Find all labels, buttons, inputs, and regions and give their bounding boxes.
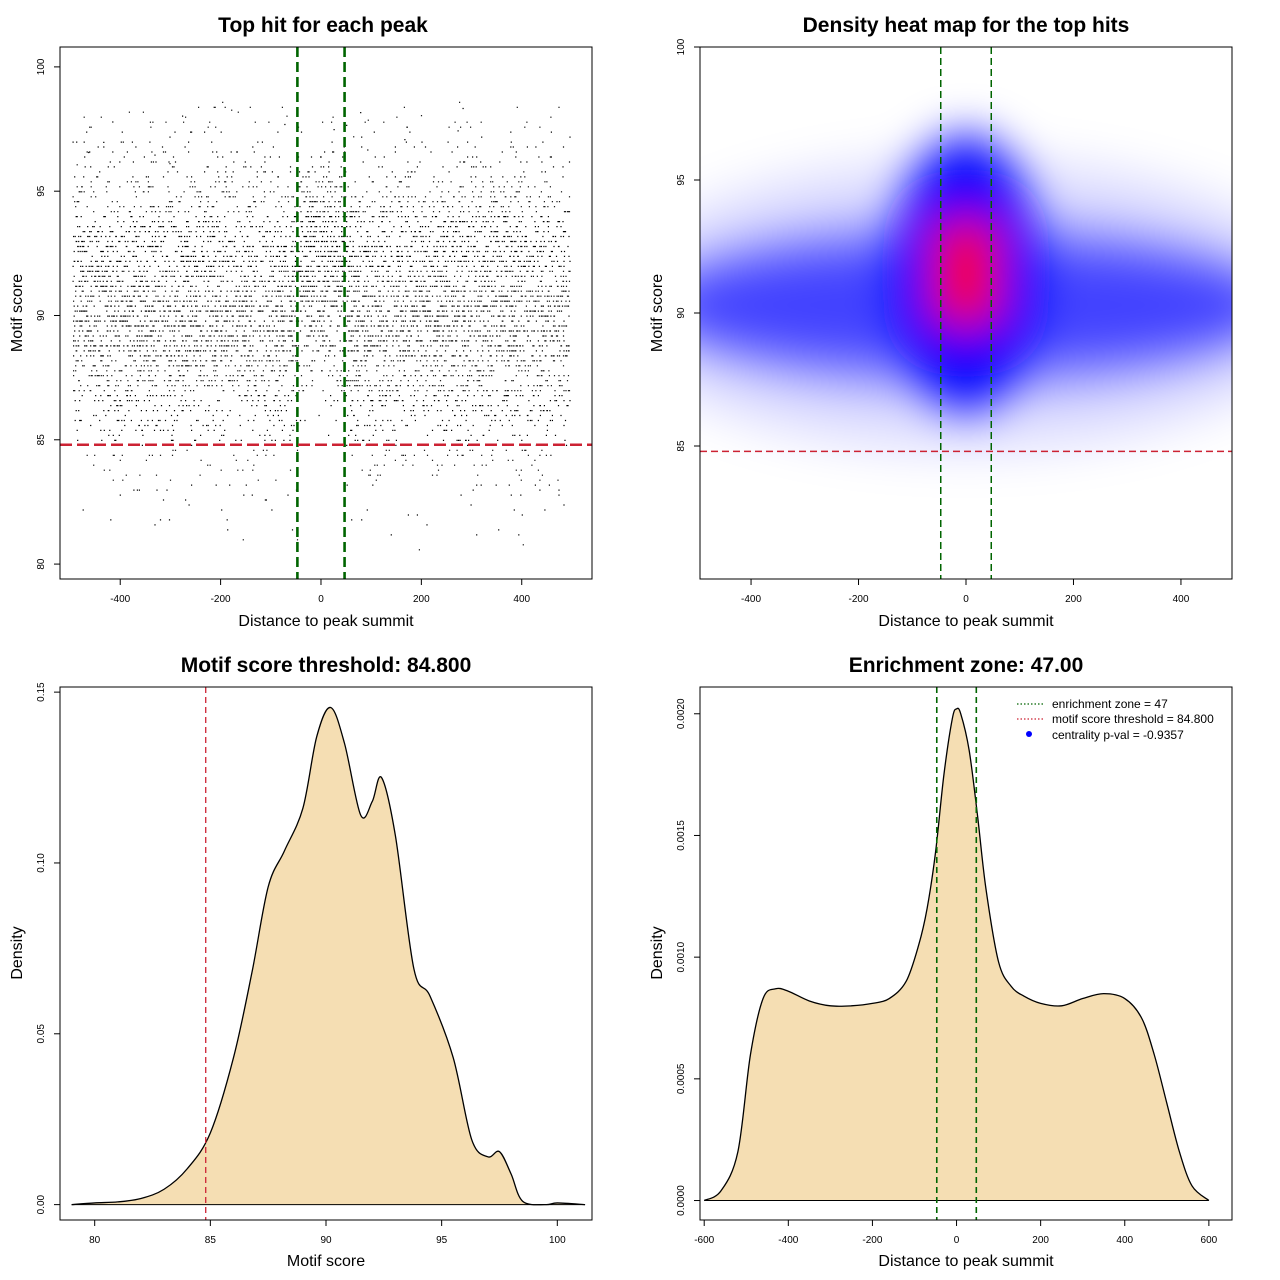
panel-scatter: Top hit for each peak -400 -200 0 200 400 80…	[9, 14, 593, 630]
distance-density-zone-lines	[935, 687, 978, 1220]
heatmap-x-tick-label: 200	[1065, 594, 1082, 605]
heatmap-y-label: Motif score	[649, 274, 666, 352]
legend-label-threshold: motif score threshold = 84.800	[1052, 712, 1214, 726]
heatmap-x-label: Distance to peak summit	[878, 613, 1054, 630]
distance-density-x-tick-label: 600	[1201, 1235, 1218, 1246]
score-density-x-tick-label: 90	[320, 1235, 332, 1246]
score-density-x-tick-label: 100	[549, 1235, 566, 1246]
distance-density-x-ticks: -600 -400 -200 0 200 400 600	[694, 1220, 1218, 1246]
scatter-frame	[59, 46, 593, 580]
scatter-title: Top hit for each peak	[218, 14, 428, 37]
scatter-x-tick-label: -200	[211, 594, 231, 605]
heatmap-y-ticks: 85 90 95 100	[676, 38, 700, 452]
scatter-x-label: Distance to peak summit	[238, 613, 414, 630]
scatter-y-tick-label: 100	[36, 58, 47, 75]
heatmap-reference-lines	[700, 47, 1232, 579]
heatmap-x-ticks: -400 -200 0 200 400	[741, 579, 1190, 605]
scatter-y-tick-label: 90	[36, 309, 47, 321]
distance-density-y-tick-label: 0.0000	[676, 1185, 687, 1216]
heatmap-y-tick-label: 85	[676, 440, 687, 452]
distance-density-y-tick-label: 0.0010	[676, 941, 687, 972]
score-density-x-tick-label: 95	[436, 1235, 448, 1246]
heatmap-density	[700, 133, 1232, 455]
score-density-x-label: Motif score	[287, 1253, 365, 1270]
distance-density-x-tick-label: 0	[954, 1235, 960, 1246]
score-density-x-tick-label: 85	[205, 1235, 217, 1246]
score-density-x-ticks: 80 85 90 95 100	[89, 1220, 566, 1246]
distance-density-area	[704, 708, 1209, 1201]
distance-density-y-label: Density	[649, 926, 666, 979]
scatter-reference-lines	[60, 47, 592, 579]
distance-density-y-tick-label: 0.0015	[676, 820, 687, 851]
scatter-x-tick-label: 0	[318, 594, 324, 605]
scatter-y-tick-label: 80	[36, 558, 47, 570]
heatmap-x-tick-label: 400	[1173, 594, 1190, 605]
distance-density-title: Enrichment zone: 47.00	[849, 654, 1084, 677]
scatter-y-tick-label: 85	[36, 434, 47, 446]
distance-density-x-tick-label: -400	[778, 1235, 798, 1246]
scatter-x-tick-label: -400	[110, 594, 130, 605]
scatter-y-ticks: 80 85 90 95 100	[36, 58, 60, 570]
heatmap-x-tick-label: 0	[963, 594, 969, 605]
scatter-y-tick-label: 95	[36, 185, 47, 197]
panel-distance-density: Enrichment zone: 47.00 -600 -400 -200 0 200 4…	[649, 654, 1233, 1270]
heatmap-title: Density heat map for the top hits	[803, 14, 1130, 37]
heatmap-y-tick-label: 90	[676, 307, 687, 319]
score-density-y-tick-label: 0.00	[36, 1194, 47, 1214]
distance-density-y-tick-label: 0.0005	[676, 1063, 687, 1094]
panel-score-density: Motif score threshold: 84.800 80 85 90 95 10…	[9, 654, 593, 1270]
distance-density-frame	[699, 686, 1233, 1221]
scatter-x-tick-label: 400	[513, 594, 530, 605]
scatter-x-tick-label: 200	[413, 594, 430, 605]
score-density-curve	[71, 706, 586, 1206]
score-density-y-tick-label: 0.10	[36, 853, 47, 873]
legend-label-enrichment-zone: enrichment zone = 47	[1052, 697, 1168, 711]
distance-density-x-label: Distance to peak summit	[878, 1253, 1054, 1270]
scatter-point-cloud	[72, 101, 571, 551]
distance-density-x-tick-label: -600	[694, 1235, 714, 1246]
distance-density-y-tick-label: 0.0020	[676, 698, 687, 729]
score-density-x-tick-label: 80	[89, 1235, 101, 1246]
scatter-points	[72, 101, 571, 551]
score-density-y-ticks: 0.00 0.05 0.10 0.15	[36, 682, 60, 1214]
distance-density-curve	[703, 707, 1210, 1202]
heatmap-y-tick-label: 95	[676, 174, 687, 186]
distance-density-x-tick-label: 200	[1032, 1235, 1049, 1246]
distance-density-y-ticks: 0.0000 0.0005 0.0010 0.0015 0.0020	[676, 698, 700, 1216]
heatmap-x-tick-label: -400	[741, 594, 761, 605]
heatmap-y-tick-label: 100	[676, 38, 687, 55]
panel-heatmap: Density heat map for the top hits -400 -2…	[649, 14, 1233, 630]
legend: enrichment zone = 47 motif score thresho…	[1017, 697, 1214, 742]
score-density-title: Motif score threshold: 84.800	[181, 654, 472, 677]
scatter-x-ticks: -400 -200 0 200 400	[110, 579, 531, 605]
distance-density-x-tick-label: -200	[862, 1235, 882, 1246]
heat-hotspot-bridge	[941, 233, 991, 314]
score-density-area	[71, 707, 586, 1205]
scatter-y-label: Motif score	[9, 274, 26, 352]
legend-swatch-centrality	[1026, 731, 1032, 737]
score-density-y-tick-label: 0.15	[36, 682, 47, 702]
legend-label-centrality: centrality p-val = -0.9357	[1052, 728, 1184, 742]
heatmap-x-tick-label: -200	[849, 594, 869, 605]
distance-density-x-tick-label: 400	[1116, 1235, 1133, 1246]
score-density-y-tick-label: 0.05	[36, 1024, 47, 1044]
score-density-y-label: Density	[9, 926, 26, 979]
